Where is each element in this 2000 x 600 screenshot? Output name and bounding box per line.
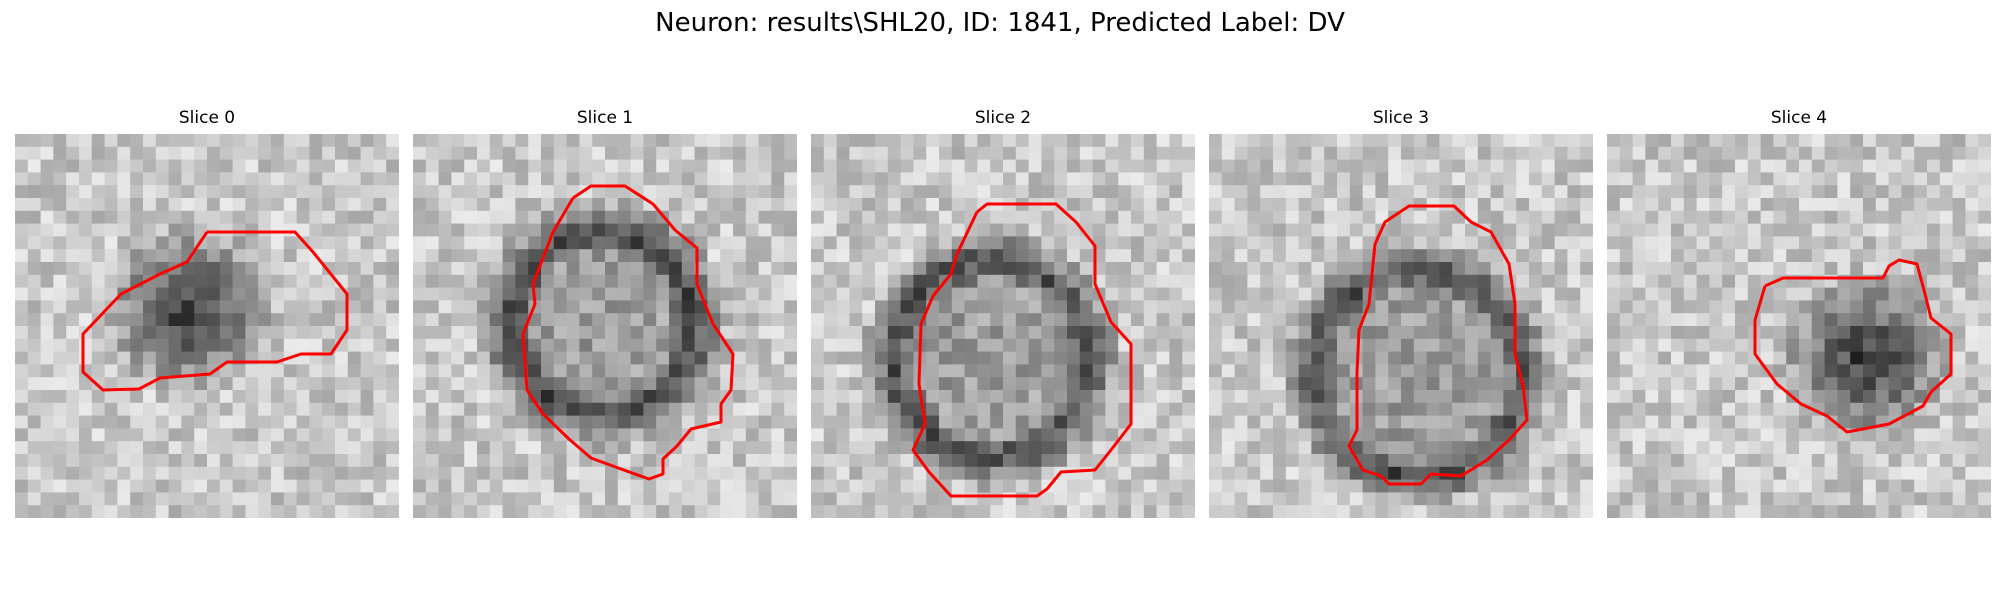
figure-title: Neuron: results\SHL20, ID: 1841, Predict…	[655, 8, 1345, 38]
panel-title-slice-1: Slice 1	[576, 108, 634, 128]
slice-2-image	[811, 134, 1195, 518]
slice-1-image	[413, 134, 797, 518]
segmentation-contour	[1347, 204, 1529, 486]
slice-4-image	[1607, 134, 1991, 518]
segmentation-contour	[911, 202, 1133, 498]
panel-title-slice-3: Slice 3	[1372, 108, 1430, 128]
segmentation-contour	[81, 230, 349, 392]
segmentation-contour	[521, 184, 735, 481]
panel-title-slice-2: Slice 2	[974, 108, 1032, 128]
panel-title-slice-0: Slice 0	[178, 108, 236, 128]
panel-title-slice-4: Slice 4	[1770, 108, 1828, 128]
slice-3-image	[1209, 134, 1593, 518]
slice-0-image	[15, 134, 399, 518]
segmentation-contour	[1753, 258, 1953, 434]
